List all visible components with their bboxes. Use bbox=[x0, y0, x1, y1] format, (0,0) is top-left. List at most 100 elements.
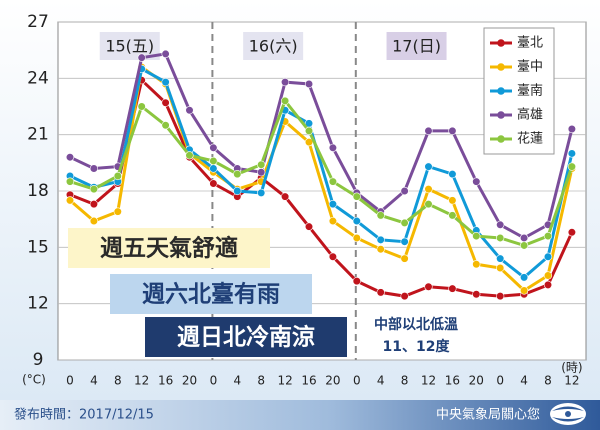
callout-text: 週日北冷南涼 bbox=[177, 324, 315, 351]
footer-bar bbox=[0, 400, 600, 430]
data-point bbox=[304, 79, 314, 89]
footer-date: 發布時間：2017/12/15 bbox=[14, 408, 154, 423]
day-label: 16(六) bbox=[249, 37, 298, 56]
data-point bbox=[400, 292, 409, 301]
x-tick-label: 16 bbox=[158, 374, 173, 388]
data-point bbox=[496, 233, 505, 243]
data-point bbox=[496, 292, 505, 301]
data-point bbox=[519, 286, 529, 295]
x-tick-label: 8 bbox=[544, 374, 552, 388]
data-point bbox=[65, 153, 75, 162]
data-point bbox=[89, 185, 98, 194]
y-tick-label: 24 bbox=[27, 68, 49, 88]
data-point bbox=[89, 200, 98, 209]
data-point bbox=[448, 126, 457, 136]
data-point bbox=[328, 252, 338, 261]
data-point bbox=[304, 222, 314, 231]
data-point bbox=[472, 177, 481, 186]
data-point bbox=[233, 186, 242, 196]
data-point bbox=[567, 162, 577, 171]
data-point bbox=[185, 106, 194, 115]
data-point bbox=[352, 192, 361, 201]
data-point bbox=[424, 200, 433, 209]
data-point bbox=[352, 216, 361, 226]
annotation: 中部以北低溫 bbox=[374, 316, 458, 333]
x-tick-label: 0 bbox=[66, 374, 74, 388]
data-point bbox=[496, 254, 505, 263]
data-point bbox=[448, 284, 457, 293]
data-point bbox=[543, 280, 553, 289]
data-point bbox=[281, 96, 290, 105]
x-tick-label: 0 bbox=[496, 374, 504, 388]
data-point bbox=[496, 220, 505, 229]
x-unit: (時) bbox=[561, 361, 582, 375]
data-point bbox=[519, 233, 529, 243]
data-point bbox=[328, 177, 338, 186]
data-point bbox=[448, 196, 457, 205]
legend-label: 臺中 bbox=[517, 60, 543, 75]
series-line bbox=[69, 97, 574, 248]
data-point bbox=[161, 77, 170, 87]
data-point bbox=[209, 164, 218, 173]
data-point bbox=[113, 207, 122, 216]
day-label: 15(五) bbox=[105, 37, 154, 56]
callout-box bbox=[145, 317, 347, 357]
data-point bbox=[376, 235, 385, 244]
data-point bbox=[161, 98, 170, 107]
day-label-box bbox=[386, 32, 447, 60]
x-tick-label: 8 bbox=[257, 374, 265, 388]
x-tick-label: 4 bbox=[90, 374, 98, 388]
data-point bbox=[472, 260, 481, 269]
x-tick-label: 12 bbox=[277, 374, 292, 388]
data-point bbox=[543, 271, 553, 280]
data-point bbox=[424, 162, 433, 171]
data-point bbox=[424, 282, 433, 291]
y-unit: (°C) bbox=[22, 373, 46, 387]
y-tick-label: 27 bbox=[27, 12, 49, 32]
data-point bbox=[257, 188, 266, 197]
data-point bbox=[424, 126, 433, 136]
data-point bbox=[472, 290, 481, 299]
data-point bbox=[65, 177, 75, 186]
data-point bbox=[209, 179, 218, 188]
data-point bbox=[424, 185, 433, 194]
x-tick-label: 4 bbox=[377, 374, 385, 388]
data-point bbox=[400, 237, 409, 246]
data-point bbox=[448, 211, 457, 220]
data-point bbox=[281, 192, 290, 201]
y-tick-label: 15 bbox=[27, 237, 49, 257]
data-point bbox=[567, 149, 577, 158]
series-line bbox=[69, 52, 574, 240]
data-point bbox=[400, 254, 409, 263]
data-point bbox=[209, 156, 218, 166]
data-point bbox=[328, 143, 338, 152]
data-point bbox=[400, 186, 409, 196]
legend-marker bbox=[497, 63, 505, 71]
callout-box bbox=[110, 274, 312, 314]
data-point bbox=[65, 196, 75, 205]
legend-label: 臺北 bbox=[517, 36, 543, 51]
callout-text: 週六北臺有雨 bbox=[142, 281, 280, 308]
y-tick-label: 18 bbox=[27, 181, 49, 201]
x-tick-label: 20 bbox=[182, 374, 197, 388]
x-tick-label: 4 bbox=[233, 374, 241, 388]
data-point bbox=[376, 211, 385, 220]
legend-marker bbox=[497, 111, 505, 119]
data-point bbox=[161, 49, 170, 59]
data-point bbox=[89, 216, 98, 226]
data-point bbox=[185, 151, 194, 160]
data-point bbox=[352, 277, 361, 286]
annotation: 11、12度 bbox=[383, 338, 451, 355]
legend-marker bbox=[497, 135, 505, 143]
data-point bbox=[496, 263, 505, 273]
data-point bbox=[519, 241, 529, 250]
series-line bbox=[69, 77, 574, 298]
data-point bbox=[137, 102, 146, 111]
data-point bbox=[257, 160, 266, 169]
y-tick-label: 12 bbox=[27, 294, 49, 314]
x-tick-label: 0 bbox=[210, 374, 218, 388]
data-point bbox=[89, 164, 98, 173]
x-tick-label: 12 bbox=[134, 374, 149, 388]
